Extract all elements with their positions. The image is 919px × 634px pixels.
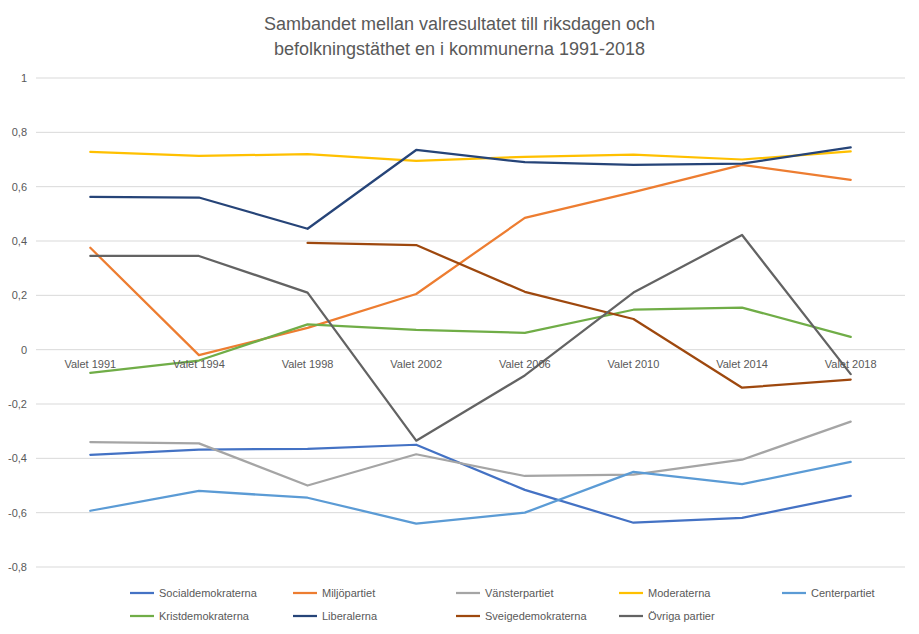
grid-line [36, 404, 905, 405]
grid-line [36, 458, 905, 459]
grid-line [36, 349, 905, 350]
x-tick-label: Valet 2010 [608, 358, 660, 370]
legend: Socialdemokraterna Miljöpartiet Vänsterpar… [130, 587, 875, 622]
y-tick-label: -0,4 [8, 452, 27, 464]
y-tick-label: 1 [21, 72, 27, 84]
legend-swatch [293, 615, 317, 617]
y-axis: -0,8 -0,6 -0,4 -0,2 0 0,2 0,4 0,6 0,8 1 [8, 72, 27, 573]
y-tick-label: 0,2 [12, 289, 27, 301]
series-line [308, 243, 851, 388]
grid-line [36, 186, 905, 187]
legend-swatch [130, 615, 154, 617]
chart: Sambandet mellan valresultatet till riks… [0, 0, 919, 634]
legend-swatch [130, 592, 154, 594]
series-line [90, 422, 850, 486]
x-axis: Valet 1991 Valet 1994 Valet 1998 Valet 2002… [64, 358, 876, 370]
legend-label: Vänsterpartiet [485, 587, 553, 599]
background [0, 0, 919, 634]
x-tick-label: Valet 2006 [499, 358, 551, 370]
x-tick-label: Valet 2018 [825, 358, 877, 370]
y-tick-label: 0,4 [12, 235, 27, 247]
y-tick-label: -0,6 [8, 507, 27, 519]
y-tick-label: 0,6 [12, 181, 27, 193]
plot-area [90, 147, 850, 523]
series-line [90, 462, 850, 524]
grid-line [36, 295, 905, 296]
title: Sambandet mellan valresultatet till riks… [264, 14, 655, 59]
legend-swatch [619, 592, 643, 594]
legend-swatch [456, 615, 480, 617]
series-line [90, 308, 850, 373]
y-tick-label: -0,2 [8, 398, 27, 410]
legend-swatch [619, 615, 643, 617]
grid [36, 78, 905, 567]
x-tick-label: Valet 2014 [716, 358, 768, 370]
legend-swatch [456, 592, 480, 594]
legend-label: Sveigedemokraterna [485, 610, 587, 622]
title-group: Sambandet mellan valresultatet till riks… [264, 14, 655, 59]
x-tick-label: Valet 1991 [64, 358, 116, 370]
legend-label: Övriga partier [648, 610, 715, 622]
series-line [90, 235, 850, 441]
x-tick-label: Valet 2002 [390, 358, 442, 370]
legend-label: Liberalerna [322, 610, 378, 622]
y-tick-label: 0,8 [12, 126, 27, 138]
grid-line [36, 241, 905, 242]
legend-label: Moderaterna [648, 587, 711, 599]
series-line [90, 147, 850, 229]
legend-swatch [782, 592, 806, 594]
legend-swatch [293, 592, 317, 594]
grid-line [36, 78, 905, 79]
x-tick-label: Valet 1998 [282, 358, 334, 370]
grid-line [36, 132, 905, 133]
y-tick-label: 0 [21, 344, 27, 356]
x-tick-label: Valet 1994 [173, 358, 225, 370]
legend-label: Socialdemokraterna [159, 587, 258, 599]
series-line [90, 165, 850, 355]
grid-line [36, 567, 905, 568]
series-line [90, 445, 850, 523]
legend-label: Miljöpartiet [322, 587, 375, 599]
legend-label: Centerpartiet [811, 587, 875, 599]
legend-label: Kristdemokraterna [159, 610, 250, 622]
y-tick-label: -0,8 [8, 561, 27, 573]
